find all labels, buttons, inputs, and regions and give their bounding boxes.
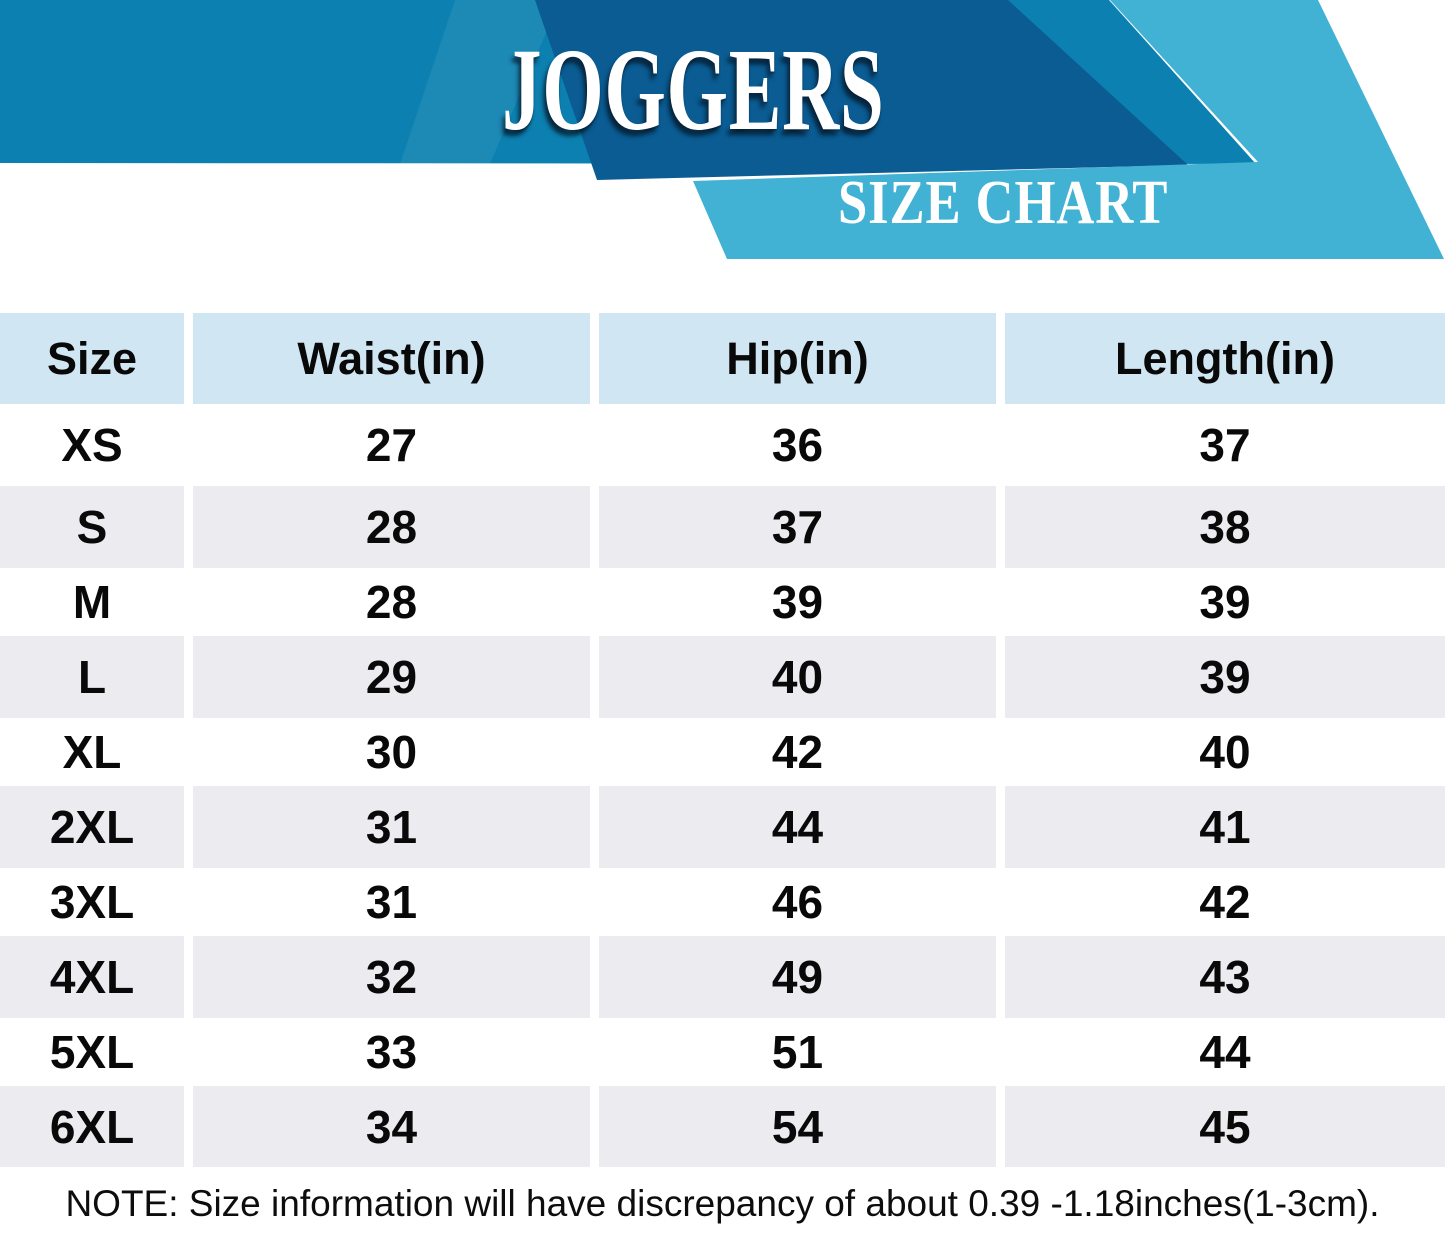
size-label: L [0,636,184,718]
length-value: 39 [1005,568,1445,636]
hip-value: 46 [599,868,996,936]
length-value: 41 [1005,786,1445,868]
size-label: S [0,486,184,568]
column-header-length: Length(in) [1005,313,1445,404]
waist-value: 27 [193,404,590,486]
size-label: 2XL [0,786,184,868]
length-value: 38 [1005,486,1445,568]
size-label: 4XL [0,936,184,1018]
hip-value: 49 [599,936,996,1018]
waist-value: 30 [193,718,590,786]
size-label: XS [0,404,184,486]
size-table: Size Waist(in) Hip(in) Length(in) XS 27 … [0,313,1445,1167]
size-note: NOTE: Size information will have discrep… [65,1183,1380,1224]
waist-value: 33 [193,1018,590,1086]
length-value: 44 [1005,1018,1445,1086]
size-label: XL [0,718,184,786]
waist-value: 32 [193,936,590,1018]
length-value: 42 [1005,868,1445,936]
size-label: 3XL [0,868,184,936]
size-label: M [0,568,184,636]
hip-value: 42 [599,718,996,786]
length-value: 45 [1005,1086,1445,1167]
length-value: 43 [1005,936,1445,1018]
length-value: 40 [1005,718,1445,786]
length-value: 39 [1005,636,1445,718]
hip-value: 40 [599,636,996,718]
page-subtitle: SIZE CHART [838,169,1169,237]
hip-value: 37 [599,486,996,568]
banner: JOGGERS SIZE CHART [0,0,1445,290]
waist-value: 28 [193,486,590,568]
waist-value: 31 [193,868,590,936]
waist-value: 34 [193,1086,590,1167]
hip-value: 51 [599,1018,996,1086]
banner-dark-parallelogram [535,0,1188,180]
banner-band-highlight-shape [400,0,560,164]
hip-value: 39 [599,568,996,636]
column-header-waist: Waist(in) [193,313,590,404]
length-value: 37 [1005,404,1445,486]
column-header-size: Size [0,313,184,404]
hip-value: 54 [599,1086,996,1167]
waist-value: 29 [193,636,590,718]
waist-value: 28 [193,568,590,636]
banner-shapes [0,0,1444,259]
size-label: 5XL [0,1018,184,1086]
banner-cyan-ribbon [693,0,1444,259]
hip-value: 36 [599,404,996,486]
hip-value: 44 [599,786,996,868]
page-title: JOGGERS [502,24,885,155]
waist-value: 31 [193,786,590,868]
size-label: 6XL [0,1086,184,1167]
column-header-hip: Hip(in) [599,313,996,404]
